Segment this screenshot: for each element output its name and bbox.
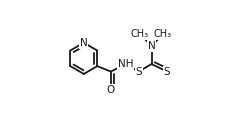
Text: O: O (106, 85, 114, 95)
Text: NH: NH (117, 59, 133, 69)
Text: CH₃: CH₃ (131, 29, 148, 39)
Text: N: N (147, 41, 155, 51)
Text: S: S (135, 67, 141, 77)
Text: N: N (80, 38, 87, 48)
Text: S: S (163, 67, 170, 77)
Text: CH₃: CH₃ (153, 29, 171, 39)
